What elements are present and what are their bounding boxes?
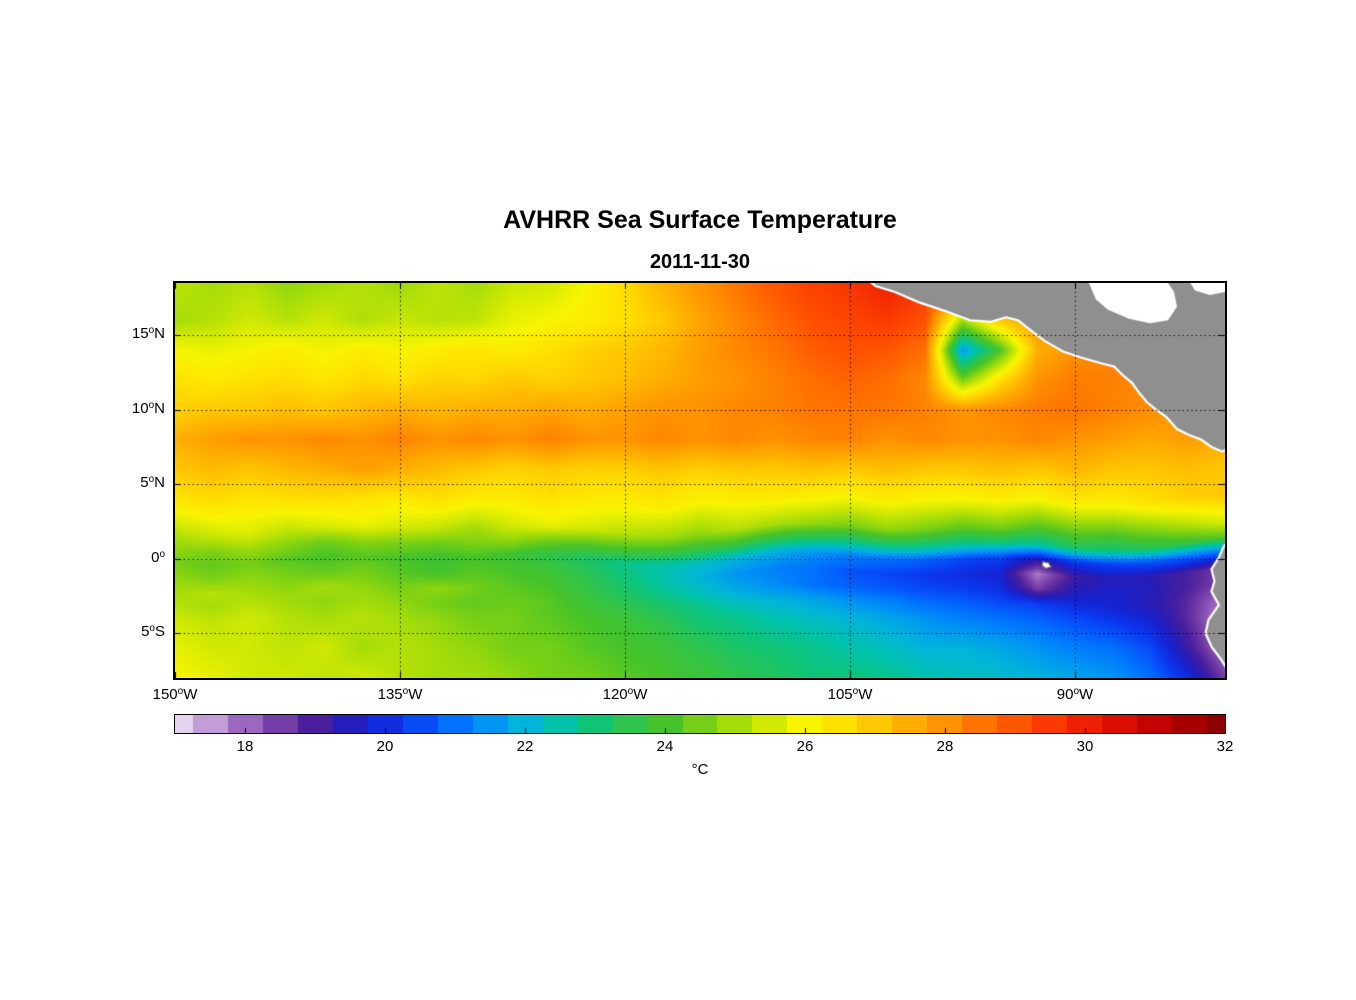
y-axis-tick-label: 0o	[151, 548, 165, 566]
x-axis-tick-label: 120oW	[602, 686, 648, 703]
y-axis-tick-label: 10oN	[131, 399, 165, 417]
colorbar-tick-label: 18	[236, 738, 254, 755]
colorbar-tick-label: 22	[516, 738, 534, 755]
y-axis-tick-label: 15oN	[131, 325, 165, 343]
x-axis-tick-label: 105oW	[827, 686, 873, 703]
colorbar-tick-label: 26	[796, 738, 814, 755]
figure-date: 2011-11-30	[649, 251, 751, 273]
colorbar-canvas	[175, 715, 1225, 733]
x-axis-tick-label: 90oW	[1056, 686, 1094, 703]
colorbar-tick-label: 30	[1076, 738, 1094, 755]
colorbar-unit-label: °C	[691, 761, 709, 778]
colorbar-tick-label: 24	[656, 738, 674, 755]
x-axis-tick-label: 135oW	[377, 686, 423, 703]
colorbar	[174, 714, 1226, 734]
figure-title: AVHRR Sea Surface Temperature	[503, 206, 897, 234]
colorbar-tick-label: 28	[936, 738, 954, 755]
y-axis-tick-label: 5oS	[141, 623, 165, 641]
colorbar-tick-label: 32	[1216, 738, 1234, 755]
sst-heatmap-canvas	[175, 283, 1225, 678]
colorbar-tick-label: 20	[376, 738, 394, 755]
x-axis-tick-label: 150oW	[152, 686, 198, 703]
sst-map	[173, 281, 1227, 680]
y-axis-tick-label: 5oN	[140, 474, 165, 492]
